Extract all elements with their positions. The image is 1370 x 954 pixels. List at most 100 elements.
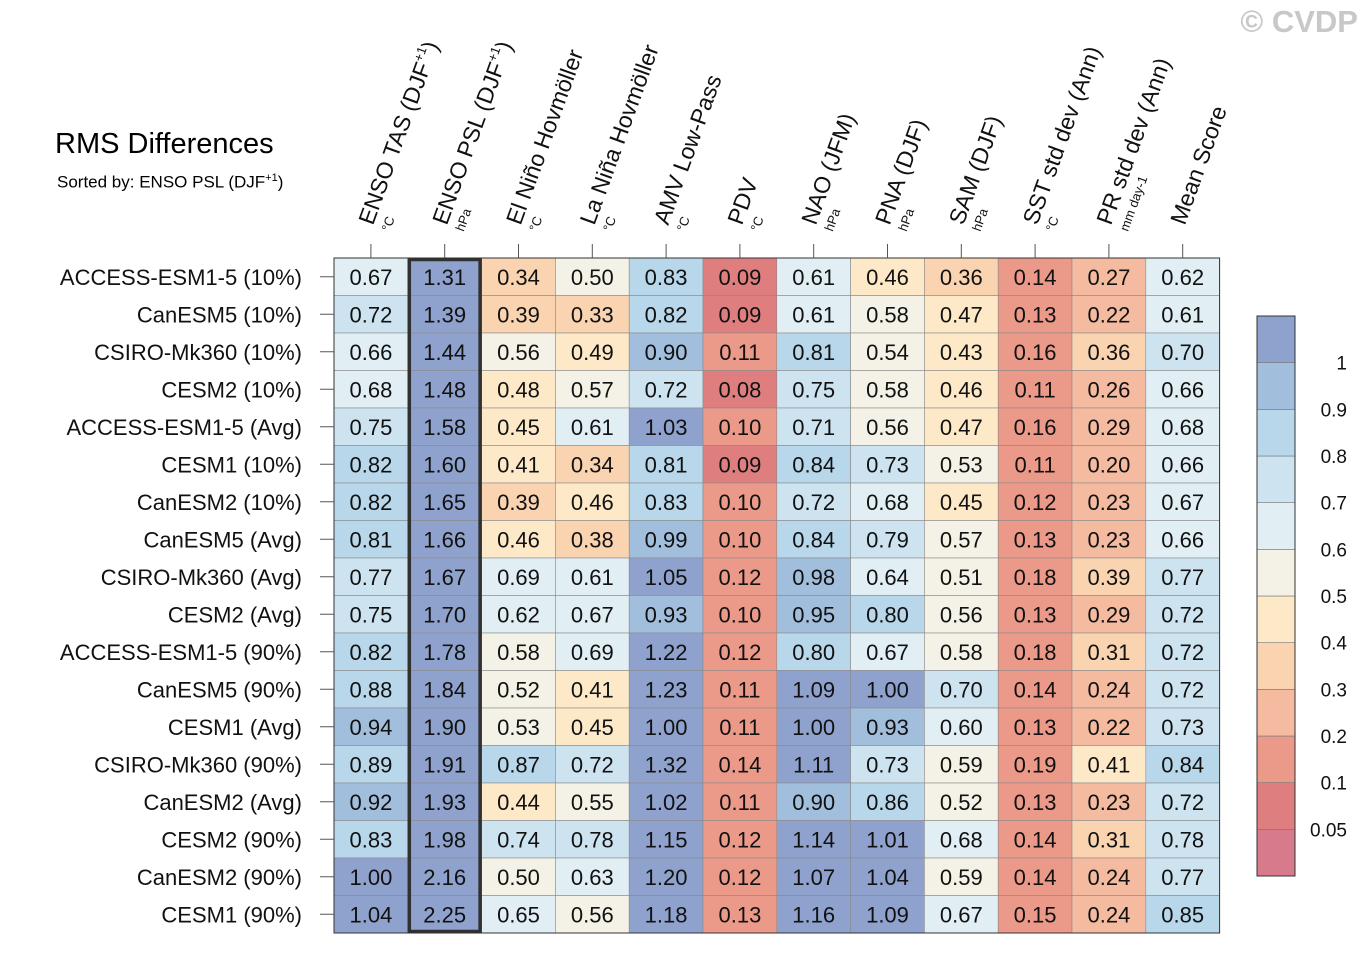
- heatmap-cell: [1071, 557, 1147, 596]
- cell-value: 1.22: [645, 640, 688, 665]
- cell-value: 0.09: [718, 452, 761, 477]
- cell-value: 1.00: [866, 677, 909, 702]
- heatmap-cell: [407, 482, 482, 521]
- cell-value: 0.99: [645, 527, 688, 552]
- cell-value: 0.61: [571, 415, 614, 440]
- cell-value: 0.75: [792, 377, 835, 402]
- heatmap-cell: [333, 857, 409, 896]
- cell-value: 0.89: [349, 752, 392, 777]
- cell-value: 0.47: [940, 302, 983, 327]
- cell-value: 0.47: [940, 415, 983, 440]
- column-unit: °C: [674, 214, 693, 233]
- column-label-text: ENSO PSL (DJF: [427, 59, 510, 228]
- cell-value: 0.12: [718, 827, 761, 852]
- heatmap-cell: [481, 332, 556, 371]
- heatmap-cell: [776, 595, 851, 634]
- column-label: AMV Low-Pass: [648, 71, 726, 228]
- cell-value: 0.23: [1087, 490, 1130, 515]
- colorbar-label: 0.4: [1321, 634, 1348, 655]
- cell-value: 0.61: [792, 302, 835, 327]
- heatmap-cell: [997, 295, 1073, 334]
- heatmap-cell: [1071, 445, 1147, 484]
- column-label: ENSO PSL (DJF+1): [426, 37, 517, 228]
- heatmap-cell: [481, 595, 556, 634]
- cell-value: 0.41: [571, 677, 614, 702]
- cell-value: 0.14: [1014, 827, 1057, 852]
- colorbar-label: 0.9: [1321, 400, 1347, 421]
- column-unit: °C: [1043, 214, 1062, 233]
- cell-value: 0.58: [497, 640, 540, 665]
- heatmap-cell: [702, 745, 778, 784]
- column-label: El Niño Hovmöller: [501, 46, 588, 228]
- heatmap-cell: [924, 707, 999, 746]
- cell-value: 0.41: [497, 452, 540, 477]
- cell-value: 0.67: [571, 602, 614, 627]
- heatmap-cell: [997, 332, 1073, 371]
- cell-value: 0.56: [497, 340, 540, 365]
- row-label: CESM1 (10%): [161, 452, 302, 477]
- heatmap-cell: [407, 820, 482, 859]
- cell-value: 0.72: [792, 490, 835, 515]
- column-label: La Niña Hovmöller: [575, 41, 664, 228]
- cell-value: 0.27: [1087, 265, 1130, 290]
- heatmap-cell: [481, 782, 556, 821]
- heatmap-cell: [333, 482, 409, 521]
- cell-value: 1.84: [423, 677, 466, 702]
- cell-value: 0.98: [792, 565, 835, 590]
- heatmap-cell: [1145, 295, 1220, 334]
- cell-value: 0.67: [349, 265, 392, 290]
- cell-value: 0.10: [718, 490, 761, 515]
- cell-value: 0.60: [940, 715, 983, 740]
- cell-value: 0.13: [1014, 602, 1057, 627]
- cell-value: 0.90: [792, 790, 835, 815]
- cell-value: 0.69: [497, 565, 540, 590]
- column-header: NAO (JFM)hPa: [796, 110, 860, 234]
- cell-value: 0.75: [349, 602, 392, 627]
- heatmap-cell: [924, 332, 999, 371]
- cell-value: 0.74: [497, 827, 540, 852]
- cell-value: 1.78: [423, 640, 466, 665]
- heatmap-cell: [997, 257, 1073, 296]
- heatmap-cell: [333, 595, 409, 634]
- cell-value: 0.12: [1014, 490, 1057, 515]
- cell-value: 0.11: [719, 715, 760, 740]
- heatmap-cell: [997, 370, 1073, 409]
- column-label: Mean Score: [1165, 102, 1232, 227]
- heatmap-cell: [997, 632, 1073, 671]
- cell-value: 0.81: [349, 527, 392, 552]
- cell-value: 0.61: [1161, 302, 1204, 327]
- heatmap-cell: [333, 820, 409, 859]
- cell-value: 0.46: [571, 490, 614, 515]
- cell-value: 0.95: [792, 602, 835, 627]
- cell-value: 0.79: [866, 527, 909, 552]
- heatmap-cell: [1071, 782, 1147, 821]
- row-label: CESM2 (90%): [161, 827, 302, 852]
- heatmap-cell: [1145, 782, 1220, 821]
- heatmap-cell: [407, 895, 482, 934]
- cell-value: 0.10: [718, 527, 761, 552]
- heatmap-cell: [997, 745, 1073, 784]
- cell-value: 0.72: [1161, 790, 1204, 815]
- column-header: SAM (DJF)hPa: [944, 112, 1007, 233]
- colorbar-segment: [1256, 362, 1296, 410]
- heatmap-cell: [555, 782, 630, 821]
- heatmap-cell: [702, 782, 778, 821]
- heatmap-cell: [1145, 707, 1220, 746]
- row-label: CESM1 (90%): [161, 902, 302, 927]
- cell-value: 0.13: [718, 902, 761, 927]
- heatmap-cell: [333, 670, 409, 709]
- cell-value: 0.38: [571, 527, 614, 552]
- cell-value: 0.84: [792, 527, 835, 552]
- cell-value: 0.41: [1087, 752, 1130, 777]
- cell-value: 0.61: [571, 565, 614, 590]
- row-label: CanESM2 (10%): [137, 490, 302, 515]
- colorbar-label: 0.2: [1321, 727, 1347, 748]
- cell-value: 0.22: [1087, 302, 1130, 327]
- heatmap-cell: [776, 857, 851, 896]
- row-label: ACCESS-ESM1-5 (Avg): [66, 415, 302, 440]
- cell-value: 0.73: [866, 452, 909, 477]
- cell-value: 0.68: [349, 377, 392, 402]
- heatmap-cell: [333, 895, 409, 934]
- cell-value: 0.92: [349, 790, 392, 815]
